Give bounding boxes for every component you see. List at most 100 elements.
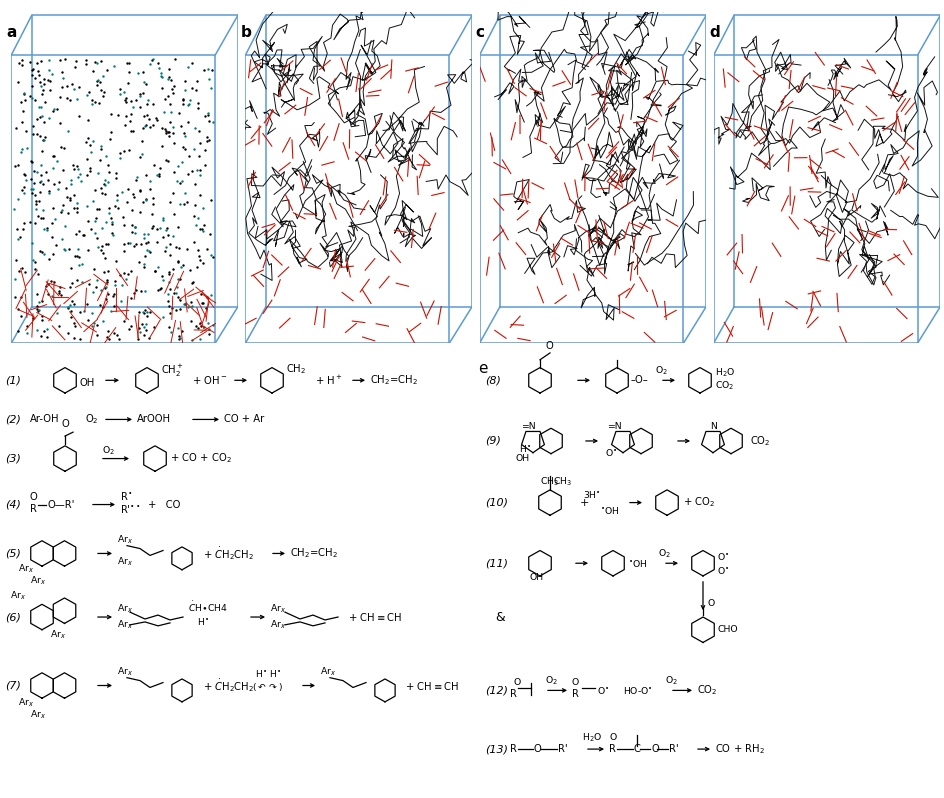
Point [160,90,176,103]
Point [140,109,155,121]
Point [106,228,121,241]
Point [136,87,151,100]
Point [166,137,181,150]
Point [37,116,52,128]
Text: R: R [510,689,516,699]
Point [160,73,176,85]
Point [128,283,143,296]
Text: OH: OH [530,574,544,583]
Point [54,203,69,216]
Point [155,71,170,84]
Point [138,285,153,298]
Point [185,57,200,69]
Point [186,210,201,223]
Point [139,78,154,91]
Point [24,183,39,196]
Point [67,61,82,73]
Point [46,178,61,191]
Point [29,113,44,126]
Point [84,93,99,106]
Point [54,288,69,301]
Point [199,243,214,255]
Point [33,244,48,257]
Point [100,325,115,338]
Point [27,263,42,275]
Point [135,65,150,78]
Point [23,215,38,228]
Point [165,127,180,140]
Point [35,87,50,100]
Text: CO + Ar: CO + Ar [224,414,264,425]
Point [44,67,59,80]
Point [181,97,196,110]
Point [101,287,116,300]
Point [90,319,105,332]
Point [157,122,172,135]
Point [73,168,88,180]
Point [98,281,113,294]
Point [189,84,204,97]
Point [119,92,134,105]
Point [166,79,181,92]
Point [140,98,155,111]
Point [134,318,149,330]
Point [80,215,95,228]
Point [143,183,158,196]
Point [98,150,113,163]
Point [31,69,46,81]
Point [148,112,163,124]
Text: (1): (1) [5,375,21,385]
Point [188,178,203,191]
Point [106,326,121,339]
Point [96,85,111,98]
Point [100,176,115,188]
Point [33,75,48,88]
Point [197,109,212,122]
Point [132,184,147,196]
Point [72,251,87,263]
Point [184,333,199,346]
Point [31,295,46,308]
Point [88,215,103,227]
Point [137,304,152,317]
Point [35,203,50,216]
Point [95,89,110,102]
Point [123,108,138,120]
Point [45,149,60,162]
Point [192,124,207,137]
Point [131,322,146,334]
Point [34,54,49,67]
Point [86,317,101,330]
Text: O: O [545,341,552,351]
Point [93,139,108,152]
Point [150,283,165,296]
Point [167,53,182,65]
Point [166,207,181,220]
Point [176,198,191,211]
Point [75,275,90,288]
Point [165,187,180,200]
Point [94,239,110,252]
Text: O$_2$: O$_2$ [85,413,98,426]
Point [138,323,153,336]
Point [25,91,40,104]
Point [57,141,72,154]
Point [165,302,180,314]
Point [193,164,208,177]
Point [83,138,98,151]
Point [170,322,185,335]
Text: Ar$_x$: Ar$_x$ [18,563,34,575]
Point [10,325,25,338]
Point [177,298,192,310]
Point [109,194,124,207]
Point [71,81,86,93]
Text: R': R' [557,744,567,754]
Point [95,70,110,83]
Point [60,301,76,314]
Point [132,88,147,101]
Point [32,129,47,142]
Text: O$_2$: O$_2$ [657,547,670,559]
Point [116,86,131,99]
Point [34,144,49,157]
Point [19,124,34,137]
